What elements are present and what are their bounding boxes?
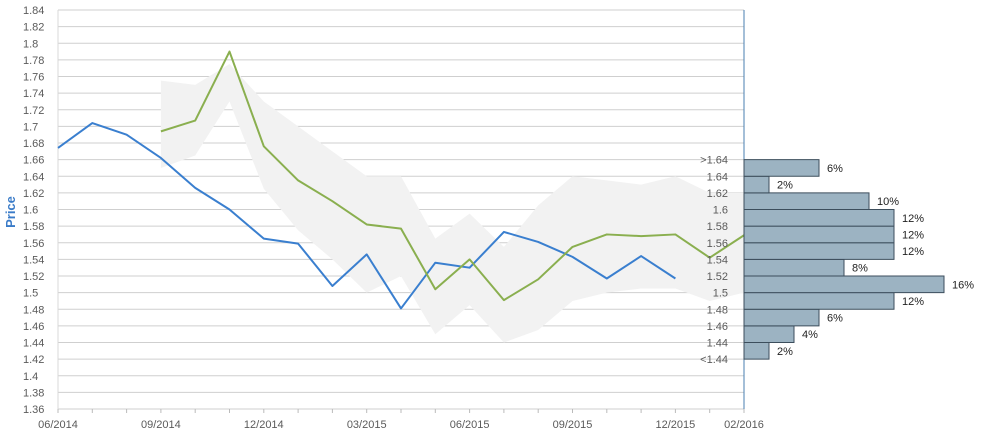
histogram-category-label: <1.44	[700, 354, 728, 366]
histogram-bar-label: 12%	[902, 213, 924, 225]
y-tick-label: 1.82	[23, 22, 44, 34]
y-axis-label: Price	[3, 196, 18, 228]
y-tick-label: 1.38	[23, 387, 44, 399]
x-tick-label: 09/2014	[141, 419, 181, 431]
histogram-bar-label: 6%	[827, 163, 843, 175]
axes: 1.36 1.38 1.4 1.42 1.44 1.46 1.48 1.5 1.52 1.54 1.…	[23, 5, 764, 431]
y-tick-label: 1.6	[23, 205, 38, 217]
y-tick-label: 1.4	[23, 371, 38, 383]
histogram-bar-label: 10%	[877, 196, 899, 208]
y-tick-label: 1.84	[23, 5, 44, 17]
histogram-bar	[743, 175, 770, 194]
histogram-bar-label: 4%	[802, 329, 818, 341]
y-tick-label: 1.36	[23, 404, 44, 416]
histogram-bar	[743, 308, 820, 327]
histogram-bar-label: 2%	[777, 346, 793, 358]
histogram-bar	[743, 342, 770, 360]
histogram-bar	[743, 258, 845, 277]
histogram-bar	[743, 192, 870, 210]
x-tick-label: 09/2015	[553, 419, 593, 431]
histogram-bar-label: 2%	[777, 180, 793, 192]
histogram-bar	[743, 159, 820, 177]
y-tick-label: 1.54	[23, 254, 44, 266]
y-tick-label: 1.8	[23, 38, 38, 50]
y-tick-label: 1.78	[23, 55, 44, 67]
y-tick-label: 1.72	[23, 105, 44, 117]
y-tick-label: 1.56	[23, 238, 44, 250]
y-tick-label: 1.7	[23, 121, 38, 133]
y-tick-label: 1.52	[23, 271, 44, 283]
histogram-category-label: >1.64	[700, 155, 728, 167]
y-tick-label: 1.46	[23, 321, 44, 333]
histogram-bar	[743, 225, 895, 244]
histogram-category-label: 1.58	[707, 221, 728, 233]
histogram: 2%4%6%12%16%8%12%12%12%10%2%6%<1.441.441…	[700, 155, 974, 367]
histogram-bar	[743, 209, 895, 227]
x-tick-label: 12/2014	[244, 419, 284, 431]
y-tick-label: 1.42	[23, 354, 44, 366]
y-tick-label: 1.66	[23, 155, 44, 167]
series-line-blue	[57, 122, 676, 310]
series-line-green	[160, 50, 745, 302]
x-tick-label: 12/2015	[656, 419, 696, 431]
histogram-bar	[743, 292, 895, 310]
y-tick-label: 1.58	[23, 221, 44, 233]
y-tick-label: 1.48	[23, 304, 44, 316]
histogram-bar-label: 12%	[902, 296, 924, 308]
histogram-category-label: 1.6	[713, 205, 728, 217]
histogram-category-label: 1.48	[707, 304, 728, 316]
y-tick-label: 1.68	[23, 138, 44, 150]
histogram-bar	[743, 275, 945, 294]
histogram-bar-label: 16%	[952, 279, 974, 291]
histogram-category-label: 1.52	[707, 271, 728, 283]
histogram-category-label: 1.64	[707, 171, 728, 183]
histogram-bar-label: 12%	[902, 246, 924, 258]
histogram-category-label: 1.5	[713, 288, 728, 300]
histogram-bar-label: 8%	[852, 263, 868, 275]
y-tick-label: 1.62	[23, 188, 44, 200]
histogram-category-label: 1.62	[707, 188, 728, 200]
y-tick-label: 1.76	[23, 72, 44, 84]
x-tick-label: 02/2016	[724, 419, 764, 431]
histogram-category-label: 1.54	[707, 254, 728, 266]
series-lines	[57, 50, 745, 310]
x-tick-label: 06/2015	[450, 419, 490, 431]
x-tick-label: 06/2014	[38, 419, 78, 431]
histogram-bar	[743, 325, 795, 343]
histogram-bar-label: 6%	[827, 313, 843, 325]
histogram-category-label: 1.46	[707, 321, 728, 333]
histogram-bar-label: 12%	[902, 229, 924, 241]
y-tick-label: 1.64	[23, 171, 44, 183]
y-tick-label: 1.44	[23, 338, 44, 350]
y-tick-label: 1.74	[23, 88, 44, 100]
histogram-category-label: 1.44	[707, 338, 728, 350]
x-tick-label: 03/2015	[347, 419, 387, 431]
histogram-category-label: 1.56	[707, 238, 728, 250]
histogram-bar	[743, 242, 895, 260]
y-tick-label: 1.5	[23, 288, 38, 300]
